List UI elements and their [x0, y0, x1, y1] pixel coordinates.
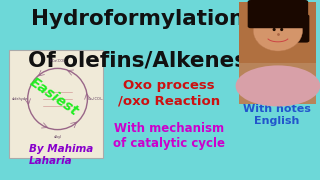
- Ellipse shape: [280, 28, 283, 31]
- Text: By Mahima
Laharia: By Mahima Laharia: [29, 144, 93, 166]
- Text: Co₂(CO)₈: Co₂(CO)₈: [87, 97, 103, 101]
- Text: alkyl: alkyl: [53, 135, 62, 139]
- Ellipse shape: [236, 65, 320, 106]
- Text: Easiest: Easiest: [27, 75, 81, 119]
- Text: Oxo process
/oxo Reaction: Oxo process /oxo Reaction: [118, 79, 220, 107]
- FancyBboxPatch shape: [239, 2, 316, 104]
- FancyBboxPatch shape: [9, 50, 103, 158]
- FancyBboxPatch shape: [292, 14, 309, 43]
- FancyBboxPatch shape: [239, 2, 316, 63]
- FancyBboxPatch shape: [248, 0, 308, 28]
- Text: aldehyde: aldehyde: [12, 97, 28, 101]
- Text: With mechanism
of catalytic cycle: With mechanism of catalytic cycle: [113, 122, 225, 150]
- Text: Of olefins/Alkenes: Of olefins/Alkenes: [28, 50, 247, 70]
- Text: With notes
English: With notes English: [243, 104, 311, 126]
- Ellipse shape: [273, 28, 276, 31]
- FancyBboxPatch shape: [258, 14, 275, 43]
- Text: HCo(CO)₄: HCo(CO)₄: [49, 59, 66, 63]
- Text: Hydroformylation: Hydroformylation: [31, 9, 244, 29]
- Ellipse shape: [253, 10, 302, 51]
